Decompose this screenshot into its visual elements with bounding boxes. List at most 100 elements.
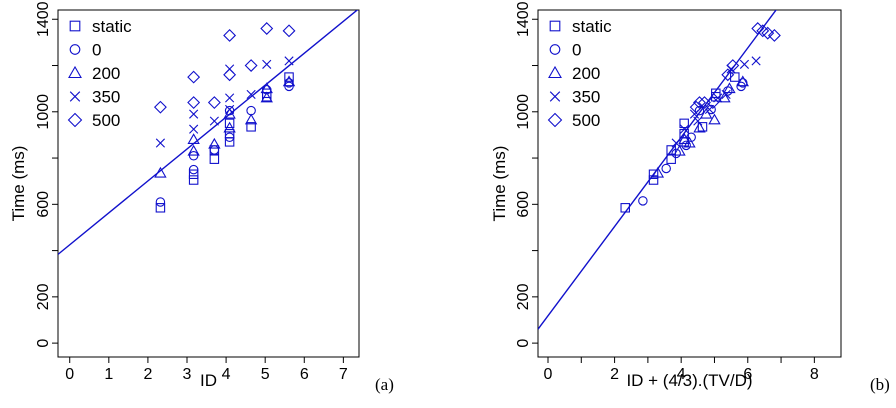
y-tick-label: 600 [35,191,52,218]
x-tick-label: 6 [743,366,752,383]
data-point-circle [671,148,681,159]
y-tick-label: 600 [515,191,532,218]
data-point-triangle [244,113,258,125]
plot-frame [537,9,842,358]
data-point-diamond [767,28,781,42]
data-point-triangle [678,133,691,145]
legend-label: static [572,17,612,36]
data-point-triangle [223,107,236,119]
legend-label: static [92,17,132,36]
legend: static 0 200 350 500 [547,17,612,130]
data-point-diamond [689,100,703,114]
data-point-diamond [153,100,167,114]
data-point-x [189,109,199,119]
data-point-triangle [260,91,273,103]
data-point-x [209,116,219,126]
x-tick-label: 5 [261,366,270,383]
data-point-triangle [718,91,731,103]
data-point-triangle [708,113,721,125]
data-point-triangle [651,166,665,178]
data-point-square [711,88,721,99]
x-axis-title: ID + (4/3).(TV/D) [626,371,752,390]
data-point-x [693,116,703,126]
data-point-circle [284,81,294,92]
legend-marker-diamond [67,112,83,128]
data-point-square [648,169,659,179]
data-point-x [721,89,731,100]
y-tick-label: 0 [515,339,532,348]
x-tick-label: 7 [339,366,348,383]
data-point-square [188,175,199,185]
x-tick-label: 8 [810,366,819,383]
legend-marker-circle [69,44,81,55]
data-point-circle [661,163,671,174]
x-tick-label: 3 [183,366,192,383]
legend: static 0 200 350 500 [67,17,132,130]
y-axis-title: Time (ms) [490,146,509,222]
legend-marker-square [69,20,81,32]
legend-marker-x [549,91,561,102]
data-point-diamond [260,22,274,35]
y-tick-label: 200 [35,283,52,310]
legend-label: 0 [572,41,581,60]
data-point-circle [209,145,220,155]
data-point-circle [188,164,199,175]
legend-label: 200 [92,64,120,83]
y-tick-label: 1400 [35,1,52,37]
data-point-triangle [699,107,713,119]
data-point-square [620,203,630,213]
data-point-triangle [260,82,273,94]
legend-marker-triangle [548,65,562,79]
x-tick-label: 0 [544,366,553,383]
chart-panel-2: 0 2 4 6 8 0 200 600 1000 1400 ID + (4/3).(TV/D) Tim… [490,1,890,394]
legend-marker-circle [549,44,561,55]
x-tick-label: 4 [222,366,231,383]
data-point-x [679,124,690,134]
y-tick-label: 1000 [35,94,52,130]
data-point-diamond [187,70,201,84]
data-point-square [155,203,166,213]
x-tick-label: 4 [677,366,686,383]
data-point-x [246,89,256,100]
data-point-x [189,124,199,134]
data-point-triangle [736,75,749,87]
data-point-square [224,118,235,129]
y-tick-label: 1400 [515,1,532,37]
legend-label: 500 [92,111,120,130]
x-tick-label: 0 [65,366,74,383]
data-point-circle [188,150,199,161]
data-point-square [261,88,272,99]
data-point-x [739,59,750,69]
data-point-triangle [683,136,696,148]
data-points [153,22,296,213]
legend-marker-diamond [547,112,563,128]
data-point-triangle [723,82,736,94]
data-point-x [751,56,761,66]
data-point-circle [694,105,705,116]
legend-marker-square [549,20,561,32]
x-tick-label: 6 [300,366,309,383]
legend-label: 350 [92,88,120,107]
data-point-circle [681,140,691,151]
panel-label: (a) [375,375,394,394]
legend-label: 200 [572,64,600,83]
legend-label: 350 [572,88,600,107]
data-point-triangle [673,144,686,156]
data-point-square [666,154,676,164]
data-point-triangle [187,133,200,145]
data-point-x [225,93,235,103]
data-point-diamond [207,96,221,109]
data-point-x [155,138,166,148]
data-point-x [262,59,272,69]
data-points [620,22,781,213]
legend-marker-triangle [68,65,82,79]
data-point-x [671,138,681,148]
data-point-square [679,118,689,129]
data-point-diamond [721,68,735,82]
data-point-triangle [223,121,236,133]
data-point-square [224,129,235,139]
data-point-diamond [693,96,706,109]
data-point-square [666,145,676,155]
data-point-diamond [223,28,237,42]
data-point-circle [155,197,166,207]
